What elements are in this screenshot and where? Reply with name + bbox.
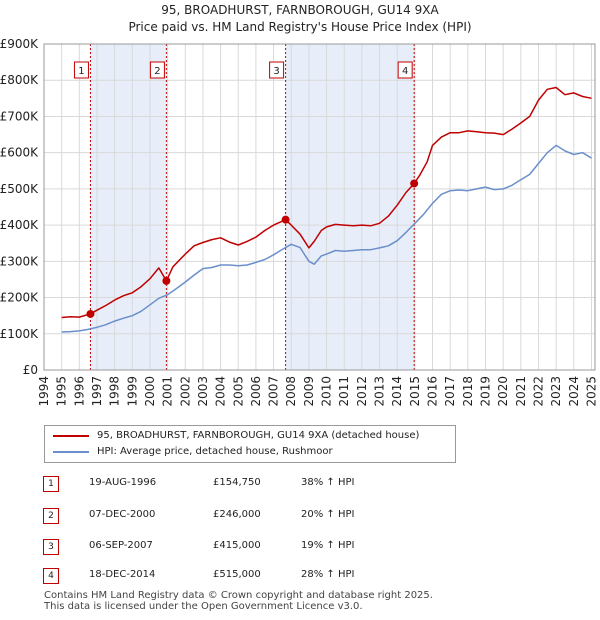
- x-tick-label: 2000: [143, 376, 157, 407]
- y-tick-label: £700K: [0, 109, 39, 123]
- chart-title: 95, BROADHURST, FARNBOROUGH, GU14 9XA Pr…: [0, 2, 600, 36]
- y-tick-label: £100K: [0, 327, 39, 341]
- sale-date: 19-AUG-1996: [89, 477, 157, 488]
- sale-row: 3 06-SEP-2007 £415,000 19% ↑ HPI: [0, 539, 600, 559]
- x-tick-label: 2002: [178, 376, 192, 407]
- hpi-line: [61, 144, 592, 333]
- x-tick-label: 2019: [479, 376, 493, 407]
- x-tick-label: 2014: [390, 376, 404, 407]
- x-tick-label: 2008: [284, 376, 298, 407]
- footer-licence: This data is licensed under the Open Gov…: [44, 601, 363, 612]
- x-tick-label: 2003: [196, 376, 210, 407]
- sale-date: 18-DEC-2014: [89, 569, 156, 580]
- chart-title-line1: 95, BROADHURST, FARNBOROUGH, GU14 9XA: [161, 3, 439, 17]
- x-tick-label: 2006: [249, 376, 263, 407]
- sale-marker-box: [149, 61, 165, 79]
- plot-border: [43, 43, 596, 371]
- property-price-line: [61, 86, 592, 319]
- x-tick-label: 2020: [496, 376, 510, 407]
- legend-label-property: 95, BROADHURST, FARNBOROUGH, GU14 9XA (d…: [97, 430, 420, 441]
- x-tick-label: 1996: [72, 376, 86, 407]
- sale-point: [281, 215, 290, 224]
- y-tick-label: £300K: [0, 254, 39, 268]
- x-tick-label: 2024: [567, 376, 581, 407]
- sale-marker-label: 4: [402, 66, 408, 77]
- x-tick-label: 1997: [90, 376, 104, 407]
- sale-number-badge: 4: [43, 568, 59, 584]
- sale-hpi-change: 28% ↑ HPI: [301, 569, 355, 580]
- sale-hpi-change: 20% ↑ HPI: [301, 509, 355, 520]
- sale-date: 07-DEC-2000: [89, 509, 156, 520]
- legend-label-hpi: HPI: Average price, detached house, Rush…: [97, 446, 333, 457]
- x-tick-label: 2013: [373, 376, 387, 407]
- x-tick-label: 2025: [584, 376, 598, 407]
- x-tick-label: 2012: [355, 376, 369, 407]
- x-tick-label: 2022: [531, 376, 545, 407]
- x-tick-label: 1998: [108, 376, 122, 407]
- sale-marker-label: 2: [154, 66, 160, 77]
- sale-row: 4 18-DEC-2014 £515,000 28% ↑ HPI: [0, 568, 600, 588]
- x-tick-label: 2007: [267, 376, 281, 407]
- sale-number-badge: 2: [43, 508, 59, 524]
- ownership-period-shade: [90, 44, 167, 370]
- y-tick-label: £200K: [0, 291, 39, 305]
- sale-point: [410, 179, 419, 188]
- x-tick-label: 2001: [161, 376, 175, 407]
- sale-marker-box: [73, 61, 89, 79]
- y-tick-label: £0: [23, 363, 38, 377]
- y-tick-label: £600K: [0, 146, 39, 160]
- sale-number-badge: 1: [43, 476, 59, 492]
- x-tick-label: 2005: [231, 376, 245, 407]
- sale-point: [86, 309, 95, 318]
- legend-swatch-hpi: [53, 451, 89, 453]
- x-tick-label: 2023: [549, 376, 563, 407]
- sale-price: £415,000: [213, 540, 261, 551]
- footer-attribution: Contains HM Land Registry data © Crown c…: [44, 590, 433, 612]
- footer-copyright: Contains HM Land Registry data © Crown c…: [44, 590, 433, 601]
- sale-price: £246,000: [213, 509, 261, 520]
- sale-point: [162, 276, 171, 285]
- x-tick-label: 2010: [320, 376, 334, 407]
- x-tick-label: 2015: [408, 376, 422, 407]
- y-tick-label: £800K: [0, 73, 39, 87]
- y-tick-label: £500K: [0, 182, 39, 196]
- y-tick-label: £400K: [0, 218, 39, 232]
- x-tick-label: 1999: [125, 376, 139, 407]
- x-tick-label: 2011: [337, 376, 351, 407]
- price-chart: 1 2 3 4 £0 £100K £200K £300K £400K £500K £600K £70…: [0, 37, 598, 407]
- sale-row: 1 19-AUG-1996 £154,750 38% ↑ HPI: [0, 476, 600, 496]
- sale-row: 2 07-DEC-2000 £246,000 20% ↑ HPI: [0, 508, 600, 528]
- x-tick-label: 2021: [514, 376, 528, 407]
- sale-price: £515,000: [213, 569, 261, 580]
- sale-date: 06-SEP-2007: [89, 540, 153, 551]
- sale-number-badge: 3: [43, 539, 59, 555]
- x-tick-label: 1995: [55, 376, 69, 407]
- chart-legend: 95, BROADHURST, FARNBOROUGH, GU14 9XA (d…: [44, 425, 456, 463]
- ownership-period-shade: [285, 44, 415, 370]
- sale-marker-label: 1: [78, 66, 84, 77]
- x-tick-label: 1994: [37, 376, 51, 407]
- y-tick-label: £900K: [0, 37, 39, 51]
- x-tick-label: 2018: [461, 376, 475, 407]
- sale-hpi-change: 19% ↑ HPI: [301, 540, 355, 551]
- legend-swatch-property: [53, 435, 89, 437]
- sale-price: £154,750: [213, 477, 261, 488]
- sale-hpi-change: 38% ↑ HPI: [301, 477, 355, 488]
- x-tick-label: 2017: [443, 376, 457, 407]
- sale-marker-label: 3: [273, 66, 279, 77]
- chart-title-line2: Price paid vs. HM Land Registry's House …: [128, 20, 472, 34]
- x-tick-label: 2004: [214, 376, 228, 407]
- x-tick-label: 2016: [426, 376, 440, 407]
- x-tick-label: 2009: [302, 376, 316, 407]
- sale-marker-box: [397, 61, 413, 79]
- sale-marker-box: [269, 61, 285, 79]
